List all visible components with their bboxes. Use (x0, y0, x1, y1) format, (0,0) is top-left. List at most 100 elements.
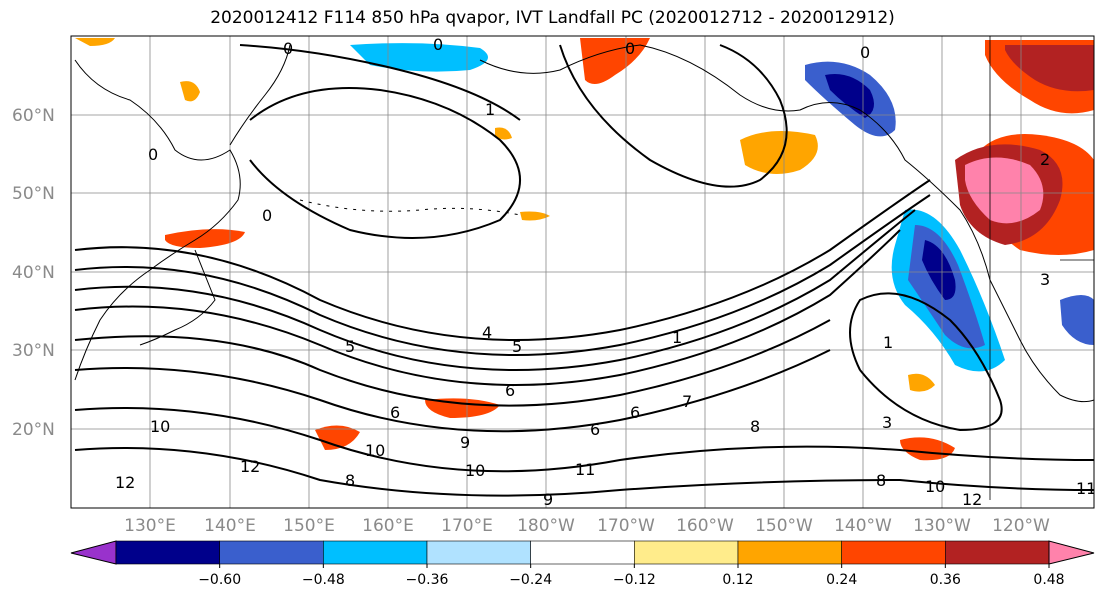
colorbar-tick-label: 0.24 (826, 572, 857, 588)
colorbar-segment (219, 540, 324, 565)
aleutian-chain (299, 199, 521, 216)
state-borders (989, 36, 1094, 500)
contour-label: 0 (860, 43, 870, 62)
colorbar-segment (841, 540, 946, 565)
contour-label: 10 (365, 441, 385, 460)
ivt-contours (74, 44, 1094, 497)
contour-line (74, 319, 831, 407)
longitude-labels: 130°E 140°E 150°E 160°E 170°E 180°W 170°… (124, 516, 1050, 536)
contour-label: 0 (625, 39, 635, 58)
contour-line (239, 44, 521, 121)
contour-label: 5 (345, 337, 355, 356)
contour-label: 8 (876, 471, 886, 490)
contour-line (74, 194, 931, 356)
contour-label: 6 (630, 403, 640, 422)
lon-label: 140°E (204, 516, 256, 536)
contour-label: 9 (543, 490, 553, 509)
lon-label: 160°W (676, 516, 734, 536)
positive-anomaly-north-core (1005, 45, 1094, 92)
lon-label: 150°E (283, 516, 335, 536)
negative-anomaly-alaska-core (825, 74, 874, 118)
colorbar-segment (634, 540, 739, 565)
contour-label: 11 (1076, 479, 1096, 498)
colorbar: −0.60 −0.48 −0.36 −0.24 −0.12 0.12 0.24 0.36 0.4… (70, 540, 1095, 588)
contour-label: 9 (460, 433, 470, 452)
map-frame (70, 35, 1095, 509)
positive-anomaly-gulf-alaska (580, 38, 650, 84)
colorbar-tick-label: 0.12 (722, 572, 753, 588)
colorbar-segment (323, 540, 428, 565)
contour-label: 1 (672, 328, 682, 347)
colorbar-segments (115, 540, 1050, 565)
contour-label: 0 (148, 145, 158, 164)
colorbar-segment (426, 540, 531, 565)
contour-label: 8 (345, 471, 355, 490)
colorbar-tick-label: −0.48 (302, 572, 345, 588)
positive-anomaly-patch-2 (520, 211, 550, 221)
kamchatka-coastline (229, 44, 291, 146)
lat-label: 50°N (12, 184, 55, 204)
contour-label: 0 (433, 35, 443, 54)
positive-anomaly-patch (908, 373, 935, 392)
contour-label: 7 (682, 392, 692, 411)
colorbar-segment (115, 540, 220, 565)
colorbar-tick-label: −0.60 (198, 572, 241, 588)
colorbar-min-extend (70, 540, 117, 565)
contour-label: 10 (150, 417, 170, 436)
contour-line (849, 292, 1003, 432)
contour-label: 3 (882, 413, 892, 432)
colorbar-segment (530, 540, 635, 565)
colorbar-segment (945, 540, 1050, 565)
lat-label: 60°N (12, 106, 55, 126)
contour-label: 1 (485, 100, 495, 119)
colorbar-tick-label: −0.24 (509, 572, 552, 588)
lon-label: 130°E (124, 516, 176, 536)
contour-label: 0 (262, 206, 272, 225)
contour-line (559, 44, 788, 188)
latitude-labels: 60°N 50°N 40°N 30°N 20°N (12, 106, 55, 440)
negative-anomaly-baja (1060, 295, 1094, 345)
contour-label: 12 (962, 490, 982, 509)
colorbar-ticks: −0.60 −0.48 −0.36 −0.24 −0.12 0.12 0.24 0.36 0.4… (198, 564, 1065, 588)
contour-line (74, 179, 931, 341)
contour-label: 4 (482, 323, 492, 342)
contour-label: 12 (240, 457, 260, 476)
lat-label: 30°N (12, 341, 55, 361)
contour-label: 8 (750, 417, 760, 436)
contour-label: 6 (505, 381, 515, 400)
lat-label: 40°N (12, 263, 55, 283)
contour-line (74, 209, 916, 371)
contour-label: 11 (575, 460, 595, 479)
lon-label: 150°W (755, 516, 813, 536)
contour-label: 2 (1040, 150, 1050, 169)
lon-label: 170°W (597, 516, 655, 536)
lat-label: 20°N (12, 420, 55, 440)
positive-anomaly-subtropics (425, 398, 500, 418)
lon-label: 180°W (517, 516, 575, 536)
lon-label: 120°W (992, 516, 1050, 536)
positive-anomaly-peak (965, 157, 1044, 224)
lon-label: 130°W (913, 516, 971, 536)
positive-anomaly-gulf (740, 131, 818, 174)
lon-label: 160°E (362, 516, 414, 536)
positive-anomaly-patch-5 (180, 81, 200, 102)
map-title: 2020012412 F114 850 hPa qvapor, IVT Land… (210, 8, 895, 28)
contour-line (74, 447, 1094, 497)
contour-label: 5 (512, 337, 522, 356)
negative-anomaly-bering (350, 43, 488, 72)
lon-label: 140°W (834, 516, 892, 536)
contour-line (74, 407, 1094, 473)
contour-label: 10 (465, 461, 485, 480)
north-america-coastline (479, 44, 1094, 403)
contour-label: 10 (925, 477, 945, 496)
lon-label: 170°E (441, 516, 493, 536)
positive-anomaly-patch-4 (75, 38, 115, 46)
contour-line (249, 87, 521, 239)
colorbar-tick-label: −0.36 (406, 572, 449, 588)
colorbar-max-extend (1048, 540, 1095, 565)
qvapor-shading (75, 38, 1094, 461)
negative-anomaly-offshore-core (922, 240, 956, 300)
positive-anomaly-japan (165, 229, 245, 248)
colorbar-tick-label: 0.36 (930, 572, 961, 588)
contour-line (74, 349, 831, 433)
